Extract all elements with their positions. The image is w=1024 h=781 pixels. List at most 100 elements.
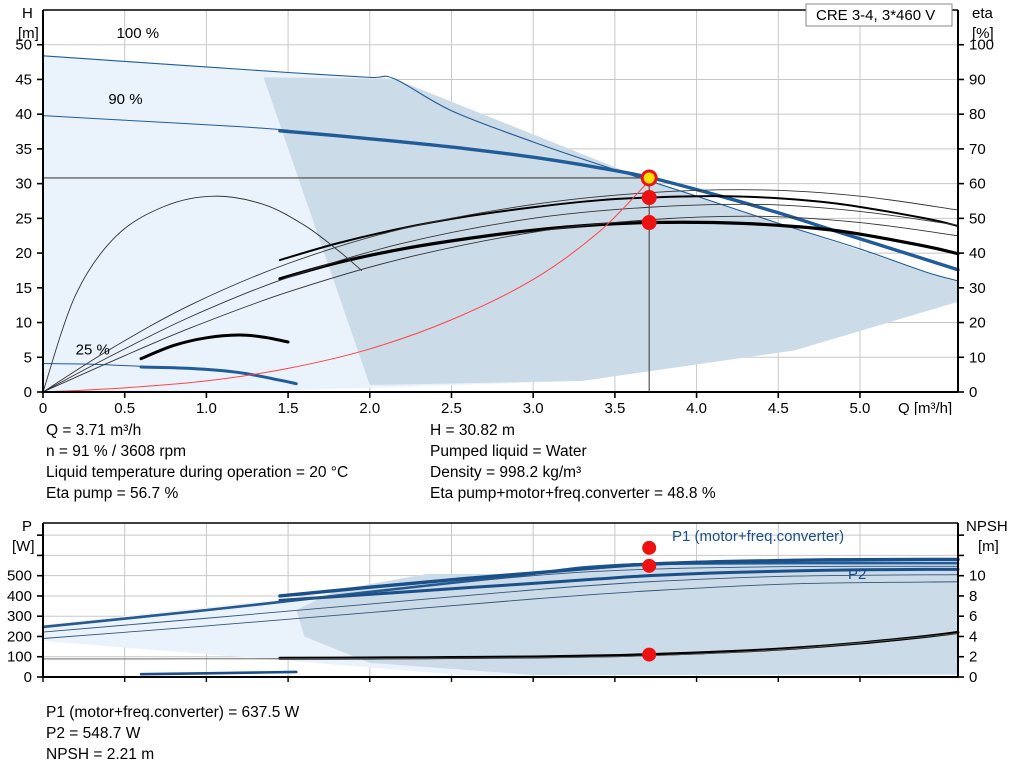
y-tick-label-right: 60 xyxy=(969,176,986,193)
duty-marker-1 xyxy=(641,190,657,206)
curve-p2-duty-bold- xyxy=(278,567,960,602)
duty-marker-2 xyxy=(641,215,657,231)
duty-info-right-line-3: Eta pump+motor+freq.converter = 48.8 % xyxy=(430,485,716,502)
x-tick-label: 3.0 xyxy=(523,400,544,415)
y-tick-label-left: 300 xyxy=(7,608,32,625)
curve-eta-thin-reference-c xyxy=(42,215,959,393)
y-axis-title-right: NPSH xyxy=(966,518,1008,535)
y-axis-title-left: H xyxy=(22,5,33,22)
title-box-label: CRE 3-4, 3*460 V xyxy=(816,7,935,24)
x-tick-label: 0.5 xyxy=(114,400,135,415)
speed-label-0: 100 % xyxy=(117,25,160,42)
y-axis-unit-right: [%] xyxy=(972,25,994,42)
duty-marker-p1 xyxy=(642,540,657,555)
y-tick-label-right: 0 xyxy=(969,384,977,401)
y-tick-label-right: 0 xyxy=(969,669,977,686)
y-tick-label-left: 0 xyxy=(24,384,32,401)
curve-h-100-max-envelope- xyxy=(42,55,959,282)
duty-info-left-line-2: Liquid temperature during operation = 20… xyxy=(46,464,349,481)
x-tick-label: 5.0 xyxy=(850,400,871,415)
power-npsh-chart: 0 100 200 300 400 500 0 2 4 6 8 10 P [W] NPSH [m] P1 (mo… xyxy=(7,518,1008,686)
x-tick-label: 3.5 xyxy=(604,400,625,415)
duty-info-left-line-0: Q = 3.71 m³/h xyxy=(46,422,142,439)
curve-eta-pump-motor-black-upper- xyxy=(278,195,959,262)
y-tick-label-left: 5 xyxy=(24,349,32,366)
y-tick-label-right: 4 xyxy=(969,628,977,645)
y-tick-label-right: 6 xyxy=(969,608,977,625)
curve-label-p2: P2 xyxy=(848,566,866,583)
speed-label-1: 90 % xyxy=(108,91,142,108)
curve-h-low-speed-25-band-bold- xyxy=(139,365,298,386)
duty-info-bottom-line-2: NPSH = 2.21 m xyxy=(46,746,155,763)
y-tick-label-right: 8 xyxy=(969,588,977,605)
duty-info-bottom-line-0: P1 (motor+freq.converter) = 637.5 W xyxy=(46,704,300,721)
y-tick-label-left: 100 xyxy=(7,649,32,666)
curve-power-npsh-red-reference xyxy=(42,180,650,393)
y-tick-label-right: 50 xyxy=(969,210,986,227)
curve-p-thin-reference-upper xyxy=(42,565,959,627)
y-tick-label-left: 500 xyxy=(7,568,32,585)
y-tick-label-right: 10 xyxy=(969,349,986,366)
duty-info-left-line-1: n = 91 % / 3608 rpm xyxy=(46,443,187,460)
duty-marker-npsh xyxy=(642,647,657,662)
y-tick-label-left: 40 xyxy=(15,106,32,123)
curve-npsh-thin-reference xyxy=(42,632,959,660)
curve-eta-thin-reference-b xyxy=(42,203,959,393)
x-tick-label: 4.5 xyxy=(768,400,789,415)
curve-label-p1: P1 (motor+freq.converter) xyxy=(672,528,844,545)
x-tick-label: 1.5 xyxy=(278,400,299,415)
y-tick-label-left: 35 xyxy=(15,141,32,158)
y-tick-label-right: 30 xyxy=(969,280,986,297)
speed-label-2: 25 % xyxy=(76,341,110,358)
y-tick-label-right: 2 xyxy=(969,649,977,666)
y-tick-label-right: 90 xyxy=(969,71,986,88)
x-axis-title: Q [m³/h] xyxy=(898,400,952,415)
x-tick-label: 2.0 xyxy=(359,400,380,415)
curve-p1-duty-bold- xyxy=(278,557,960,598)
curve-h-low-speed-thin xyxy=(42,363,142,367)
y-tick-label-right: 70 xyxy=(969,141,986,158)
y-tick-label-left: 200 xyxy=(7,628,32,645)
y-axis-title-left: P xyxy=(22,518,32,535)
curve-eta-small-speed-arc xyxy=(42,195,363,393)
duty-marker-inner-0 xyxy=(643,172,655,184)
y-tick-label-left: 50 xyxy=(15,37,32,54)
y-tick-label-left: 25 xyxy=(15,210,32,227)
duty-info-right: H = 30.82 m Pumped liquid = Water Density … xyxy=(430,420,716,504)
y-tick-label-left: 400 xyxy=(7,588,32,605)
reduced-speed-range-mid xyxy=(263,77,959,386)
curve-eta-low-speed-bold xyxy=(139,333,290,361)
title-box xyxy=(805,3,953,27)
curve-p-thin-reference-mid xyxy=(42,574,959,633)
y-tick-label-left: 0 xyxy=(24,669,32,686)
y-axis-unit-right: [m] xyxy=(978,538,999,555)
y-tick-label-left: 15 xyxy=(15,280,32,297)
curve-eta-thin-reference-a xyxy=(42,189,959,393)
x-tick-label: 1.0 xyxy=(196,400,217,415)
duty-info-right-line-1: Pumped liquid = Water xyxy=(430,443,587,460)
curve-h-91-duty-curve-bold- xyxy=(278,129,960,272)
curve-h-90-reference xyxy=(42,115,289,131)
duty-marker-p2 xyxy=(642,558,657,573)
power-range-mid xyxy=(296,561,958,675)
y-axis-title-right: eta xyxy=(972,5,994,22)
curve-p-thin-reference-lower xyxy=(42,581,959,639)
duty-info-left-line-3: Eta pump = 56.7 % xyxy=(46,485,179,502)
head-efficiency-chart: 0 5 10 15 20 25 30 35 40 45 50 0 10 20 30 40 50 60 70 80 90 1… xyxy=(15,3,994,415)
duty-info-right-line-2: Density = 998.2 kg/m³ xyxy=(430,464,582,481)
y-tick-label-right: 20 xyxy=(969,315,986,332)
curve-p-low-speed xyxy=(139,670,298,676)
x-tick-label: 0 xyxy=(39,400,47,415)
y-tick-label-right: 80 xyxy=(969,106,986,123)
duty-info-right-line-0: H = 30.82 m xyxy=(430,422,515,439)
duty-info-left: Q = 3.71 m³/h n = 91 % / 3608 rpm Liquid t… xyxy=(46,420,348,504)
x-tick-label: 2.5 xyxy=(441,400,462,415)
y-tick-label-right: 40 xyxy=(969,245,986,262)
duty-info-bottom: P1 (motor+freq.converter) = 637.5 W P2 = … xyxy=(46,702,299,765)
y-tick-label-right: 100 xyxy=(969,37,994,54)
y-tick-label-left: 30 xyxy=(15,176,32,193)
y-tick-label-left: 20 xyxy=(15,245,32,262)
duty-info-bottom-line-1: P2 = 548.7 W xyxy=(46,725,141,742)
y-axis-unit-left: [m] xyxy=(18,25,39,42)
